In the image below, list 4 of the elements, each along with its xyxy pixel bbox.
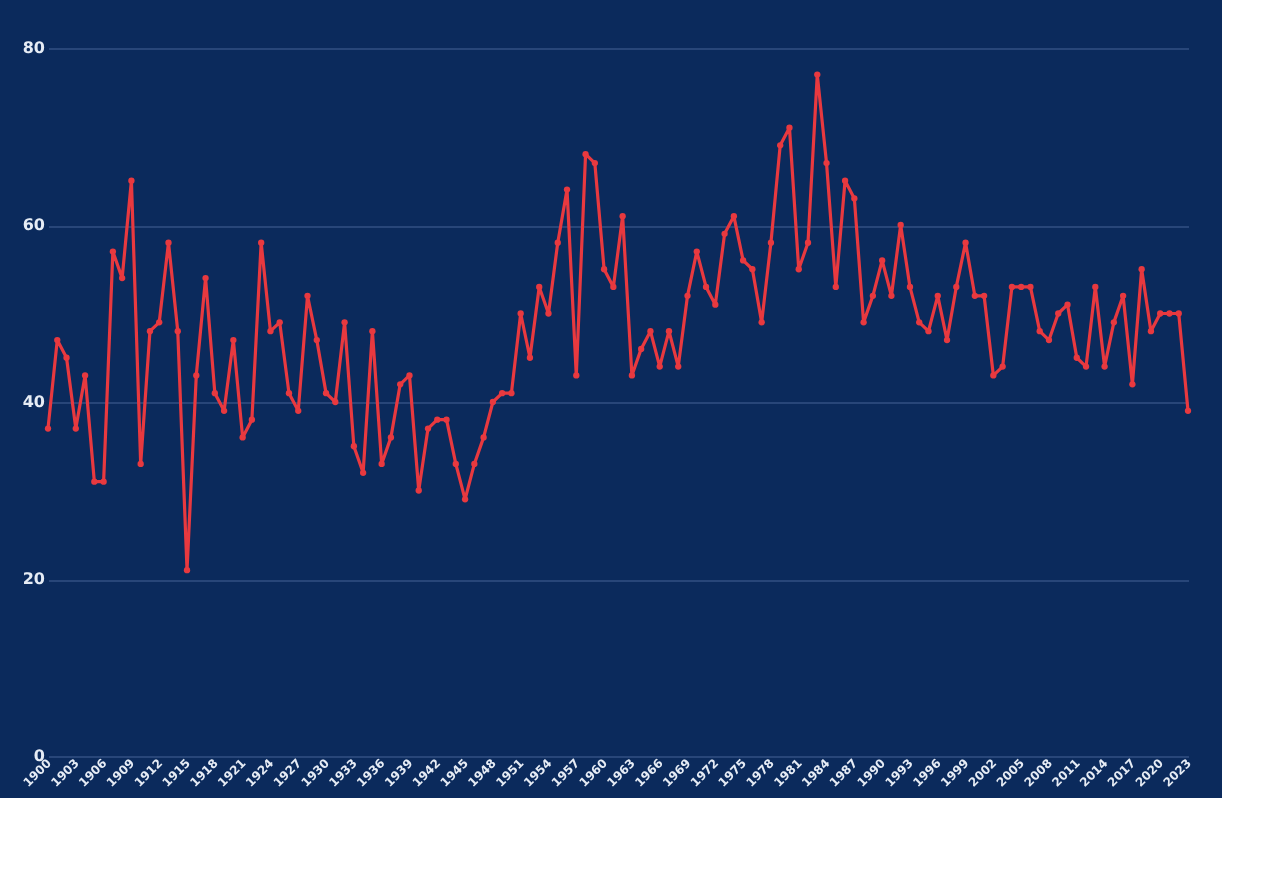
y-tick-label: 60 xyxy=(22,216,46,234)
y-tick-label: 40 xyxy=(22,393,46,411)
y-tick-label: 20 xyxy=(22,570,46,588)
y-tick-label: 80 xyxy=(22,39,46,57)
